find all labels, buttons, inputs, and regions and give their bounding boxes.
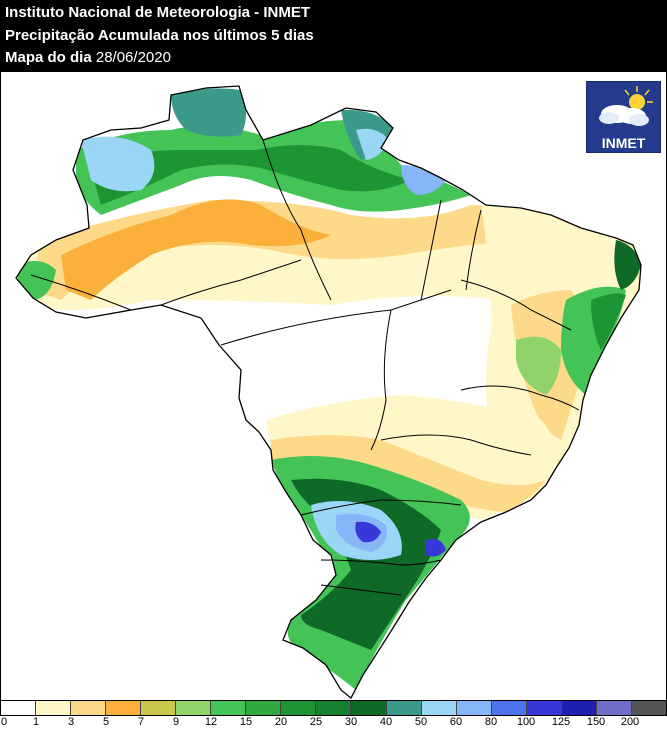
state-borders	[30, 139, 580, 596]
legend-swatch	[526, 701, 562, 715]
northeast-dark-green-coast	[591, 293, 626, 350]
border-ms-pr	[300, 499, 462, 516]
legend-label: 30	[344, 716, 358, 728]
north-dark-green-region	[91, 145, 411, 205]
legend-swatch	[421, 701, 457, 715]
precipitation-map	[1, 72, 666, 700]
legend-swatch	[281, 701, 317, 715]
map-date: 28/06/2020	[95, 49, 171, 66]
legend-swatch	[246, 701, 282, 715]
legend-label: 0	[0, 716, 8, 728]
northeast-tip-green	[614, 240, 641, 290]
border-go-mg	[380, 434, 532, 456]
amapa-light-blue-patch	[356, 128, 389, 160]
north-pale-band	[16, 230, 641, 330]
border-am-ro	[160, 259, 302, 306]
legend-label: 3	[67, 716, 75, 728]
legend-swatch	[1, 701, 37, 715]
legend-swatch	[596, 701, 632, 715]
product-title: Precipitação Acumulada nos últimos 5 dia…	[5, 27, 314, 44]
map-header: Instituto Nacional de Meteorologia - INM…	[0, 0, 667, 72]
legend-swatch	[351, 701, 387, 715]
legend-label: 40	[379, 716, 393, 728]
northwest-light-blue-patch	[81, 136, 155, 192]
border-pa-to	[420, 199, 442, 301]
legend-label: 5	[102, 716, 110, 728]
legend-label: 80	[484, 716, 498, 728]
date-prefix: Mapa do dia	[5, 49, 92, 66]
legend-labels: 0 1 3 5 7 9 12 15 20 25 30 40 50 60 80 100 125 150 200	[0, 716, 667, 730]
legend-label: 20	[274, 716, 288, 728]
precipitation-legend: 0 1 3 5 7 9 12 15 20 25 30 40 50 60 80 100 125 150 200	[0, 700, 667, 730]
legend-swatch	[71, 701, 107, 715]
legend-swatch	[211, 701, 247, 715]
legend-swatch	[631, 701, 666, 715]
border-ma-pi	[465, 209, 482, 291]
border-pi-ba	[460, 279, 572, 331]
legend-label: 150	[586, 716, 606, 728]
legend-swatch	[491, 701, 527, 715]
legend-swatch	[316, 701, 352, 715]
border-sc-rs	[320, 584, 402, 596]
northwest-teal-patch	[171, 88, 246, 137]
legend-swatch	[141, 701, 177, 715]
legend-label: 25	[309, 716, 323, 728]
legend-swatch	[36, 701, 72, 715]
legend-label: 50	[414, 716, 428, 728]
coast-dark-blue-patch	[426, 538, 446, 557]
legend-swatch	[386, 701, 422, 715]
border-pr-sc	[320, 559, 442, 566]
bahia-green-patch	[516, 336, 561, 395]
marajo-blue-patch	[401, 165, 446, 195]
border-mt-go	[370, 309, 392, 451]
logo-text: INMET	[601, 135, 646, 151]
central-orange-band	[271, 435, 546, 512]
sun-cloud-icon	[599, 86, 653, 126]
border-mt-north	[220, 289, 452, 346]
legend-label: 125	[551, 716, 571, 728]
legend-swatch	[456, 701, 492, 715]
legend-label: 200	[620, 716, 640, 728]
legend-swatch	[106, 701, 142, 715]
legend-color-bar	[0, 700, 667, 716]
border-ba-mg	[460, 385, 580, 411]
parana-dark-blue-patch	[355, 521, 381, 543]
map-frame	[0, 72, 667, 700]
legend-swatch	[176, 701, 212, 715]
legend-label: 9	[172, 716, 180, 728]
legend-swatch	[561, 701, 597, 715]
legend-label: 7	[137, 716, 145, 728]
north-deep-orange	[61, 199, 331, 300]
legend-label: 60	[449, 716, 463, 728]
map-date-line: Mapa do dia 28/06/2020	[5, 49, 171, 66]
legend-label: 100	[516, 716, 536, 728]
legend-label: 15	[239, 716, 253, 728]
legend-label: 1	[32, 716, 40, 728]
legend-label: 12	[204, 716, 218, 728]
brazil-outline	[15, 85, 642, 700]
institute-title: Instituto Nacional de Meteorologia - INM…	[5, 4, 311, 21]
border-ac-am	[30, 274, 132, 311]
inmet-logo: INMET	[586, 81, 661, 153]
border-am-pa	[262, 139, 332, 301]
